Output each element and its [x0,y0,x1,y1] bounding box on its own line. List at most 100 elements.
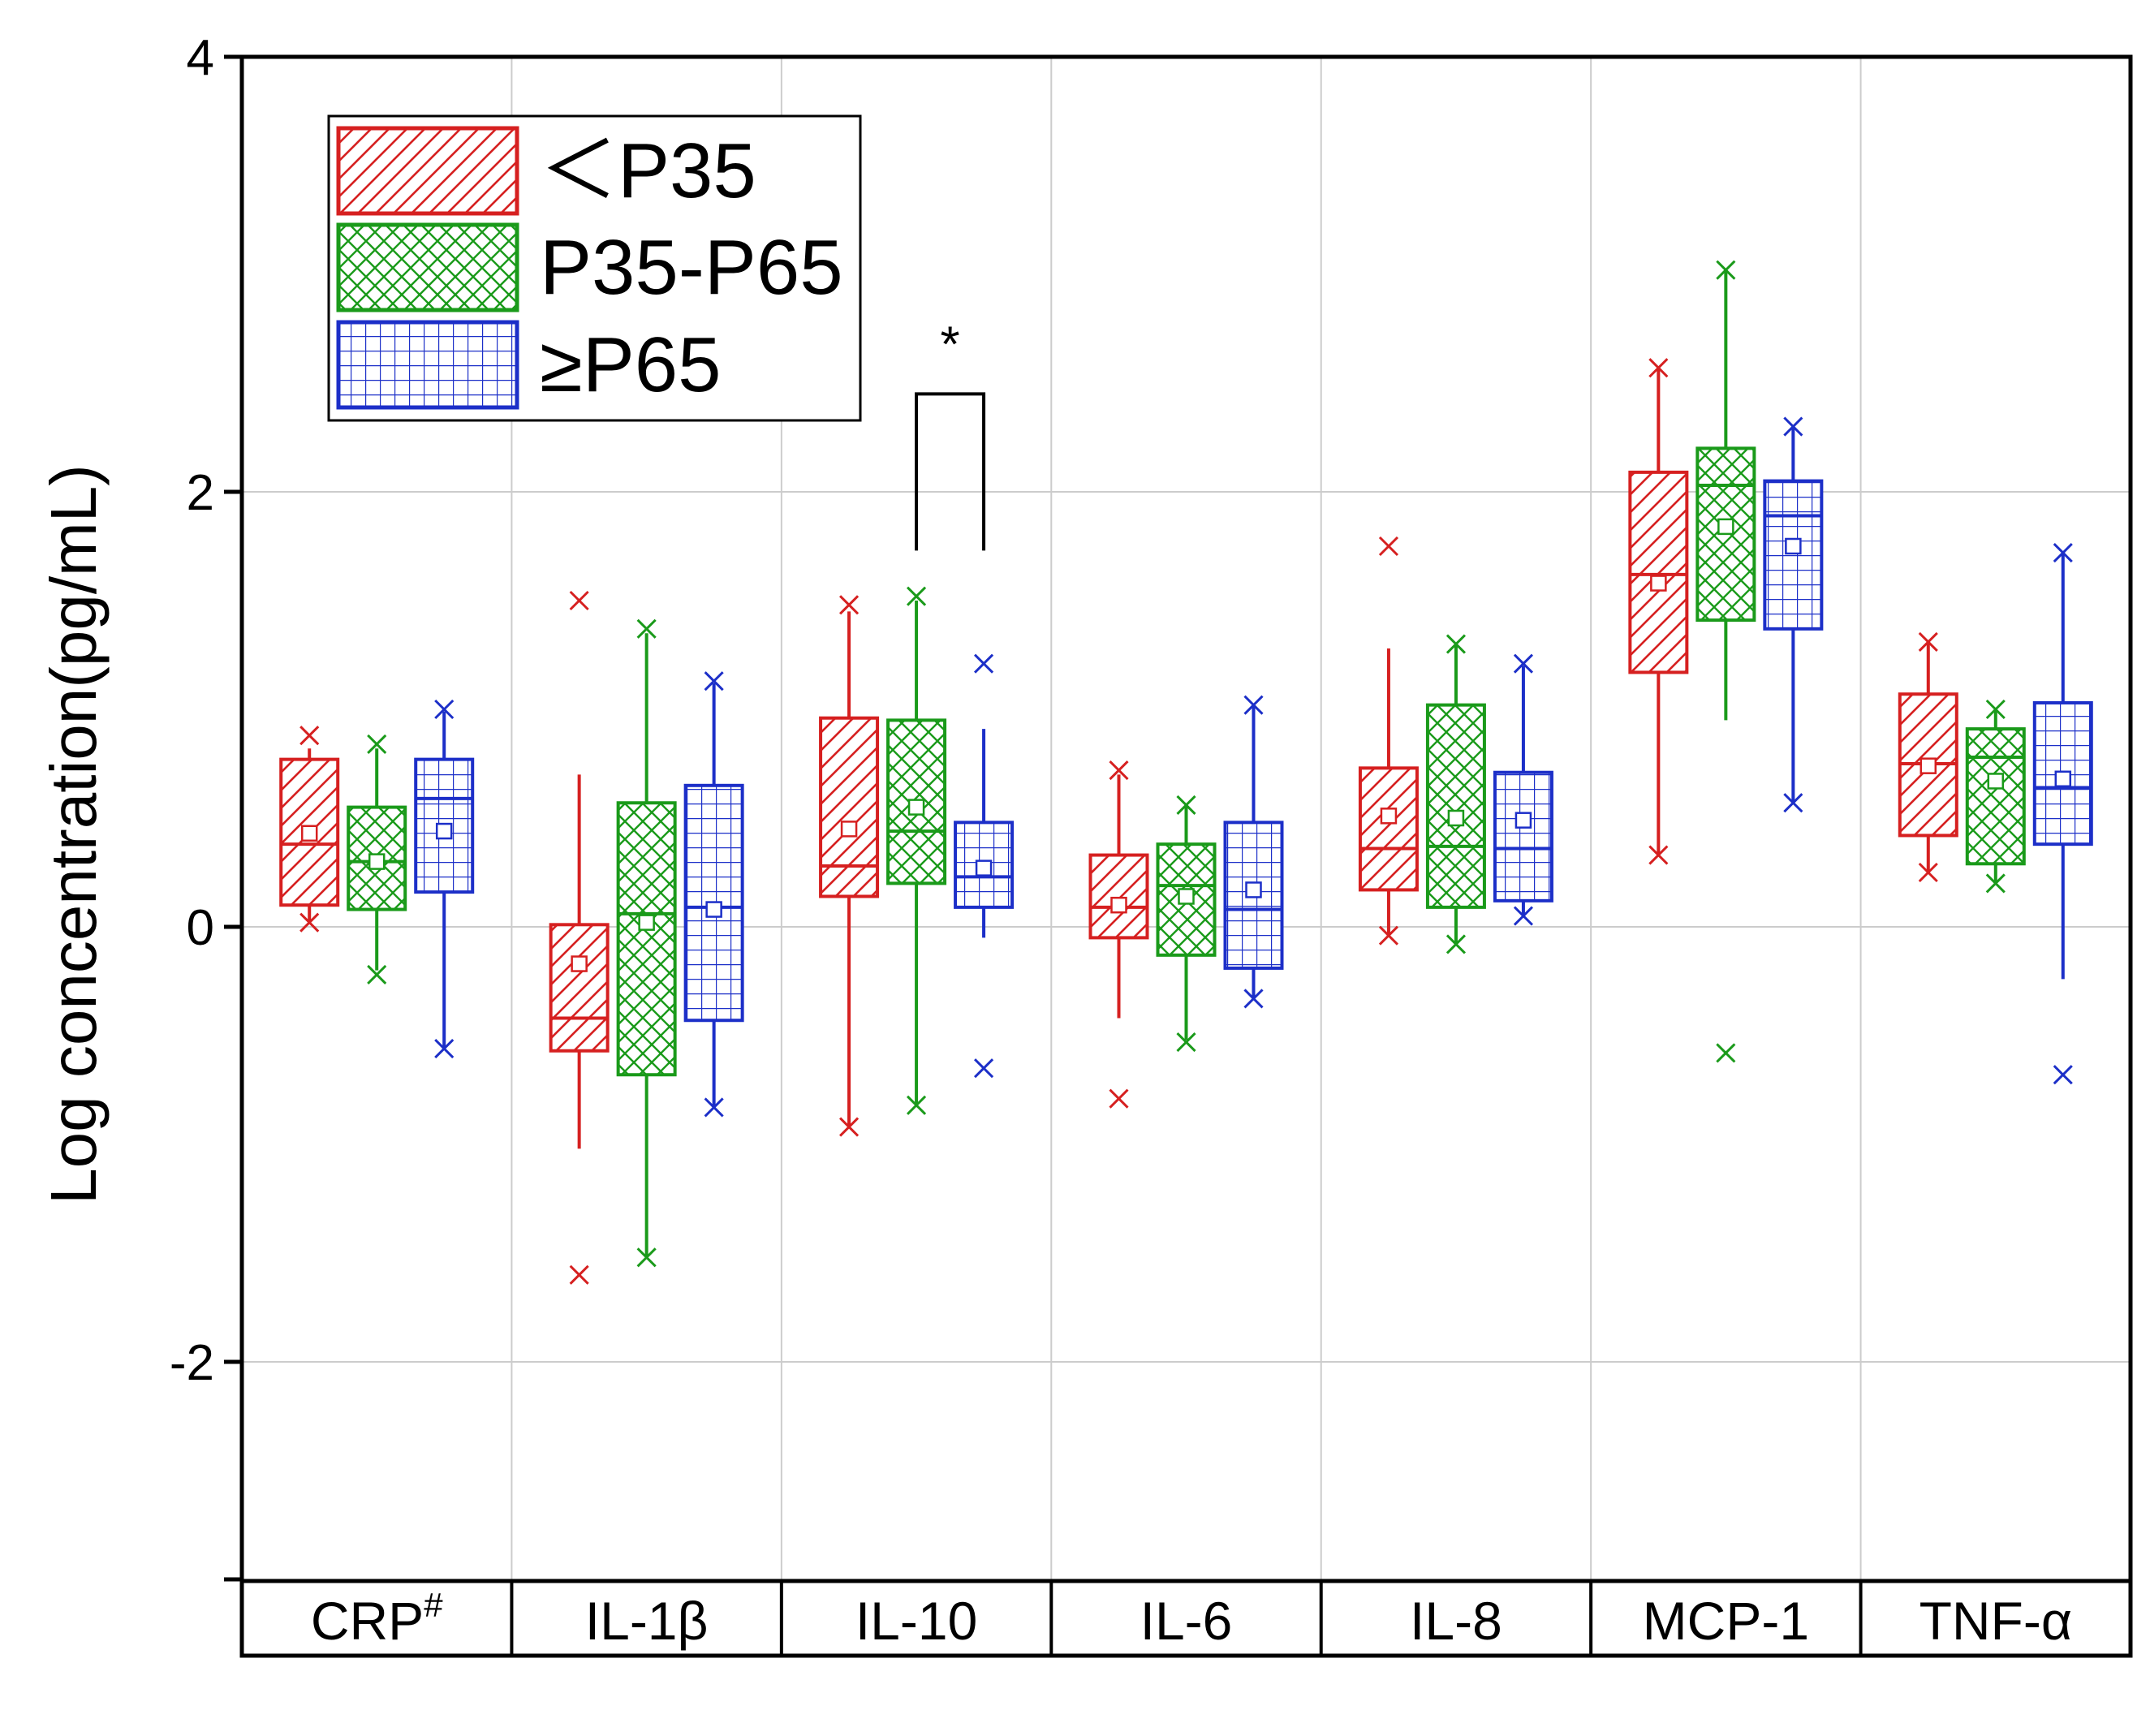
box-0-2 [819,595,880,1137]
box-iqr [347,805,407,911]
min-marker [1648,845,1669,865]
category-label-5: MCP-1 [1643,1591,1809,1651]
min-marker [1243,989,1264,1009]
max-marker [367,734,387,754]
mean-marker [1514,812,1532,829]
mean-marker [638,914,655,931]
min-marker [974,1058,994,1079]
legend-swatch-1 [336,222,519,312]
min-marker [367,964,387,985]
category-labels: CRP# IL-1β IL-10 IL-6 IL-8 MCP-1 TNF-α [311,1586,2072,1651]
box-1-4 [1425,634,1486,954]
max-marker [974,653,994,674]
mean-marker [1178,888,1195,905]
box-series [279,260,2093,1285]
box-1-1 [616,618,677,1268]
mean-marker [2054,770,2072,788]
box-iqr [1628,470,1689,674]
plot-frame [239,54,2133,1658]
box-iqr [819,716,880,898]
box-iqr [616,801,677,1077]
max-marker [569,590,589,611]
significance-label-0: * [941,317,960,373]
legend-label-1: P35-P65 [540,224,843,311]
max-marker [704,671,724,691]
max-marker [1446,634,1466,654]
box-iqr [886,718,947,885]
mean-marker [1447,809,1465,827]
min-marker [907,1095,927,1115]
legend-swatch-2 [336,320,519,410]
box-2-1 [683,671,744,1118]
max-marker [2053,542,2073,563]
min-marker [1513,906,1533,926]
box-2-4 [1493,653,1553,926]
box-1-6 [1965,699,2026,894]
max-marker [1176,795,1196,815]
mean-marker [1987,773,2005,790]
max-marker [1985,699,2006,720]
category-label-1: IL-1β [585,1591,709,1651]
mean-marker [907,799,925,816]
box-1-3 [1156,795,1217,1053]
min-marker [1176,1032,1196,1053]
box-iqr [1425,703,1486,909]
box-1-5 [1695,260,1756,1063]
box-iqr [414,757,475,894]
max-marker [299,726,320,746]
plot-border [239,54,2133,1658]
max-marker [434,699,455,720]
box-2-0 [414,699,475,1059]
box-0-6 [1898,631,1958,883]
min-marker [1985,873,2006,894]
category-label-3: IL-6 [1140,1591,1233,1651]
box-1-0 [347,734,407,985]
min-marker [1109,1088,1129,1109]
max-marker [1648,358,1669,378]
box-1-2 [886,586,947,1115]
min-marker [1378,925,1398,946]
mean-marker [840,821,858,838]
category-label-4: IL-8 [1410,1591,1502,1651]
legend: ＜P35 P35-P65 ≥P65 [327,114,862,422]
min-marker [704,1097,724,1118]
box-iqr [549,923,610,1053]
mean-marker [1717,518,1734,536]
mean-marker [1245,881,1262,898]
y-tick-label-1: 2 [187,465,214,521]
min-marker [2053,1065,2073,1085]
min-marker [434,1039,455,1059]
box-iqr [1965,727,2026,866]
y-axis-ticks: 4 2 0 -2 [170,30,242,1582]
mean-marker [435,822,453,840]
max-marker [636,618,657,639]
box-iqr [1493,770,1553,902]
box-iqr [1358,766,1419,892]
series-2 [414,416,2093,1118]
min-marker [1918,862,1938,883]
series-1 [347,260,2026,1268]
mean-marker [1380,808,1398,825]
y-tick-label-0: 4 [187,30,214,86]
y-tick-label-2: 0 [187,900,214,956]
min-marker [1783,793,1803,813]
max-marker [1513,653,1533,674]
mean-marker [1110,896,1127,914]
box-0-0 [279,726,340,933]
min-marker [1716,1043,1736,1063]
min-marker [839,1117,860,1137]
min-marker [299,912,320,933]
category-label-0: CRP# [311,1586,443,1651]
mean-marker [1650,575,1667,592]
box-2-5 [1763,416,1824,813]
min-marker [1446,934,1466,954]
box-0-1 [549,590,610,1285]
max-marker [839,595,860,615]
box-2-6 [2032,542,2093,1085]
max-marker [1918,631,1938,652]
y-tick-label-3: -2 [170,1335,214,1391]
category-label-2: IL-10 [855,1591,977,1651]
max-marker [1783,416,1803,437]
mean-marker [1919,757,1937,774]
